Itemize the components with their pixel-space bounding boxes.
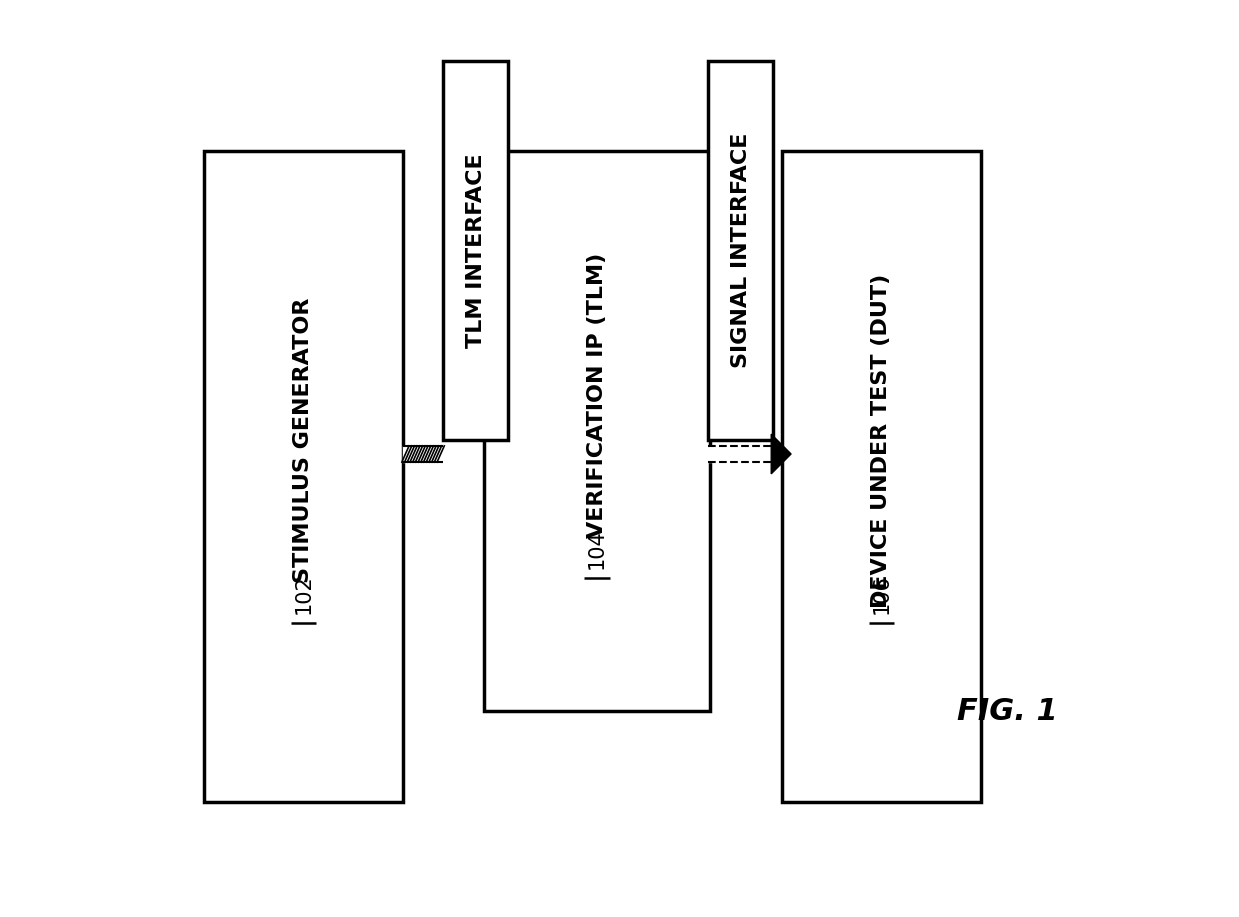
Bar	[707, 61, 773, 440]
Text: FIG. 1: FIG. 1	[958, 697, 1058, 726]
Text: STIMULUS GENERATOR: STIMULUS GENERATOR	[294, 298, 313, 583]
Text: TLM INTERFACE: TLM INTERFACE	[466, 153, 486, 348]
Text: 102: 102	[294, 574, 313, 613]
Text: DEVICE UNDER TEST (DUT): DEVICE UNDER TEST (DUT)	[871, 273, 891, 608]
Bar	[782, 151, 981, 801]
Text: VERIFICATION IP (TLM): VERIFICATION IP (TLM)	[587, 253, 607, 538]
Text: SIGNAL INTERFACE: SIGNAL INTERFACE	[731, 133, 751, 369]
Text: 106: 106	[871, 574, 891, 613]
Bar	[444, 61, 508, 440]
Bar	[484, 151, 710, 712]
Bar	[204, 151, 403, 801]
Polygon shape	[771, 434, 790, 474]
Text: 104: 104	[587, 529, 607, 569]
